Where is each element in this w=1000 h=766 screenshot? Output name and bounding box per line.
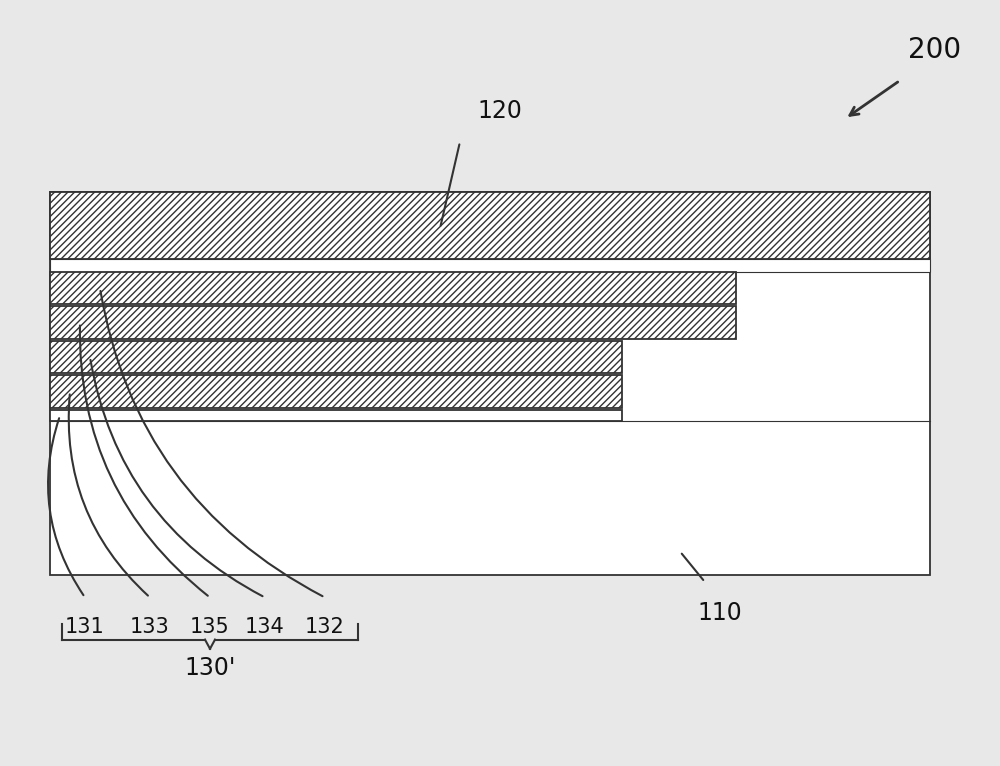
- Bar: [50, 192, 930, 259]
- Bar: [50, 306, 736, 339]
- Text: 132: 132: [305, 617, 345, 637]
- Bar: [50, 259, 930, 272]
- Bar: [50, 272, 736, 304]
- Bar: [50, 192, 930, 574]
- Text: 130': 130': [184, 656, 236, 680]
- Text: 135: 135: [190, 617, 230, 637]
- Text: 110: 110: [698, 601, 742, 625]
- Text: 200: 200: [908, 36, 962, 64]
- Text: 133: 133: [130, 617, 170, 637]
- Bar: [50, 410, 622, 421]
- Bar: [50, 375, 622, 408]
- Bar: [50, 341, 622, 373]
- Text: 131: 131: [65, 617, 105, 637]
- Text: 134: 134: [245, 617, 285, 637]
- Text: 120: 120: [478, 99, 522, 123]
